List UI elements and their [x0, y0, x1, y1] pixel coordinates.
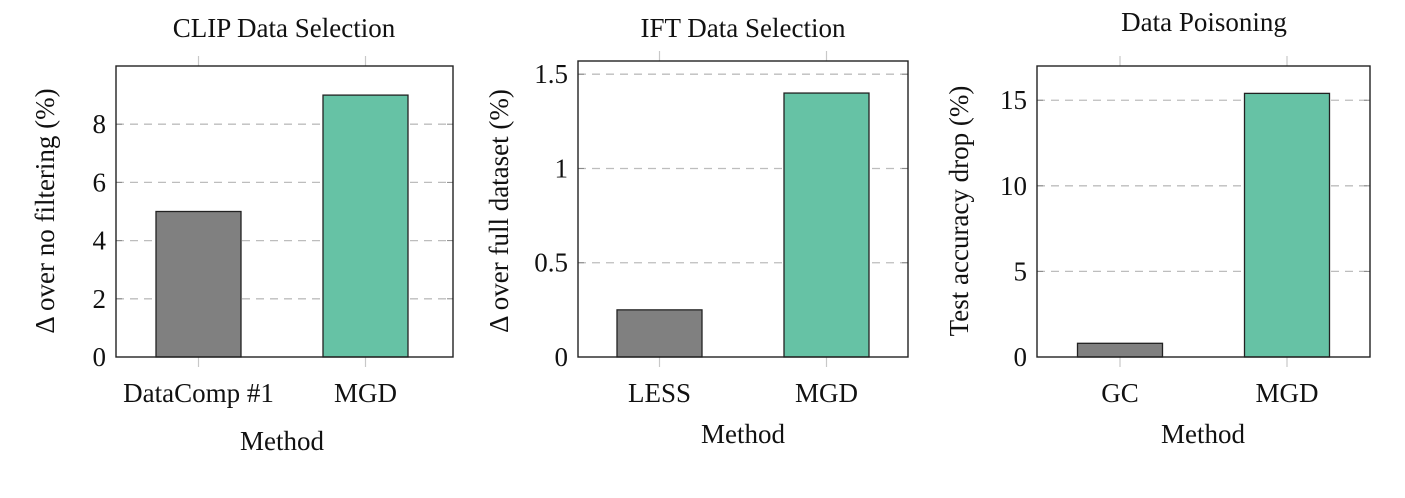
y-axis-label: Δ over no filtering (%)	[30, 88, 60, 333]
plot-frame	[1036, 65, 1371, 358]
y-tick-label: 4	[93, 226, 107, 256]
chart-title: CLIP Data Selection	[173, 13, 396, 43]
chart-data-poisoning: Data Poisoning Method Test accuracy drop…	[944, 7, 1371, 449]
bar-datacomp-1	[155, 210, 242, 358]
y-tick-label: 0.5	[534, 248, 568, 278]
chart-title: IFT Data Selection	[641, 13, 846, 43]
plot-frame	[577, 60, 909, 358]
x-tick-label: MGD	[334, 378, 397, 408]
y-tick-label: 1.5	[534, 59, 568, 89]
chart-title: Data Poisoning	[1121, 7, 1287, 37]
y-axis-label: Δ over full dataset (%)	[484, 89, 514, 333]
x-axis-label: Method	[240, 426, 324, 456]
y-tick-label: 0	[93, 342, 107, 372]
x-axis-label: Method	[701, 419, 785, 449]
x-axis-label: Method	[1161, 419, 1245, 449]
plot-frame	[115, 65, 454, 358]
x-tick-label: DataComp #1	[123, 378, 274, 408]
y-tick-label: 15	[1000, 85, 1027, 115]
y-tick-label: 10	[1000, 171, 1027, 201]
y-tick-label: 2	[93, 284, 107, 314]
y-tick-label: 8	[93, 109, 107, 139]
x-tick-label: LESS	[628, 378, 691, 408]
bar-less	[616, 309, 703, 358]
y-tick-label: 0	[555, 342, 569, 372]
x-tick-label: MGD	[1255, 378, 1318, 408]
y-tick-label: 0	[1014, 342, 1028, 372]
bar-gc	[1076, 342, 1164, 358]
bar-mgd	[1243, 92, 1331, 358]
chart-clip-data-selection: CLIP Data Selection Method Δ over no fil…	[30, 13, 454, 456]
chart-ift-data-selection: IFT Data Selection Method Δ over full da…	[484, 13, 909, 449]
y-tick-label: 6	[93, 167, 107, 197]
y-tick-label: 5	[1014, 256, 1028, 286]
x-tick-label: MGD	[795, 378, 858, 408]
y-axis-label: Test accuracy drop (%)	[944, 86, 974, 337]
x-tick-label: GC	[1101, 378, 1139, 408]
bar-mgd	[783, 92, 870, 358]
y-tick-label: 1	[555, 153, 569, 183]
bar-mgd	[322, 94, 409, 358]
